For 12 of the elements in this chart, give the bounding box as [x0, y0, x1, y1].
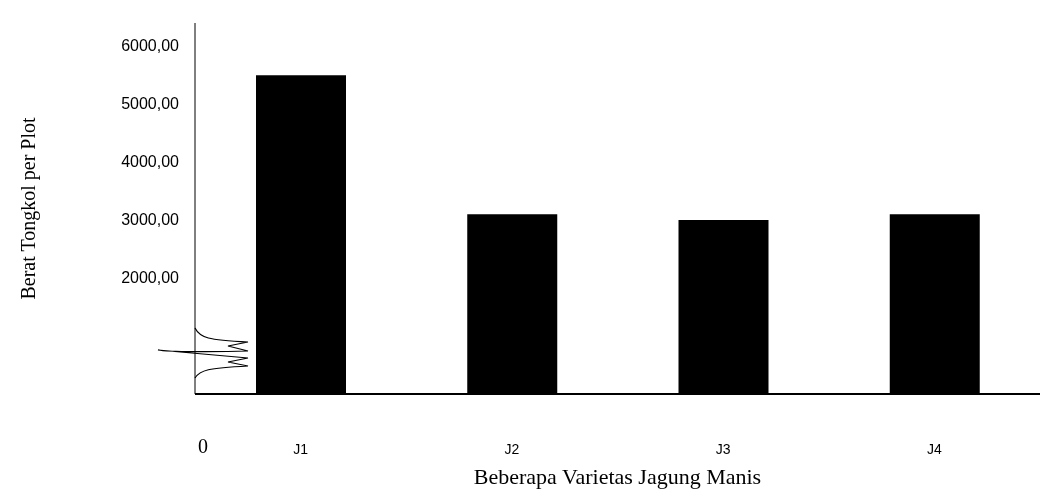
x-tick-label: J1 — [293, 440, 309, 457]
y-tick-label: 3000,00 — [121, 211, 180, 229]
y-tick-label: 6000,00 — [121, 37, 180, 55]
x-tick-label: J4 — [926, 440, 942, 457]
text: 0 — [198, 435, 208, 458]
y-axis-title: Berat Tongkol per Plot — [17, 117, 41, 300]
x-tick-label: J3 — [715, 440, 731, 457]
x-axis-title: Beberapa Varietas Jagung Manis — [473, 464, 762, 489]
y-tick-label: 2000,00 — [121, 269, 180, 287]
x-tick-label: J2 — [504, 440, 520, 457]
y-tick-label: 4000,00 — [121, 153, 180, 171]
y-tick-label: 5000,00 — [121, 95, 180, 113]
